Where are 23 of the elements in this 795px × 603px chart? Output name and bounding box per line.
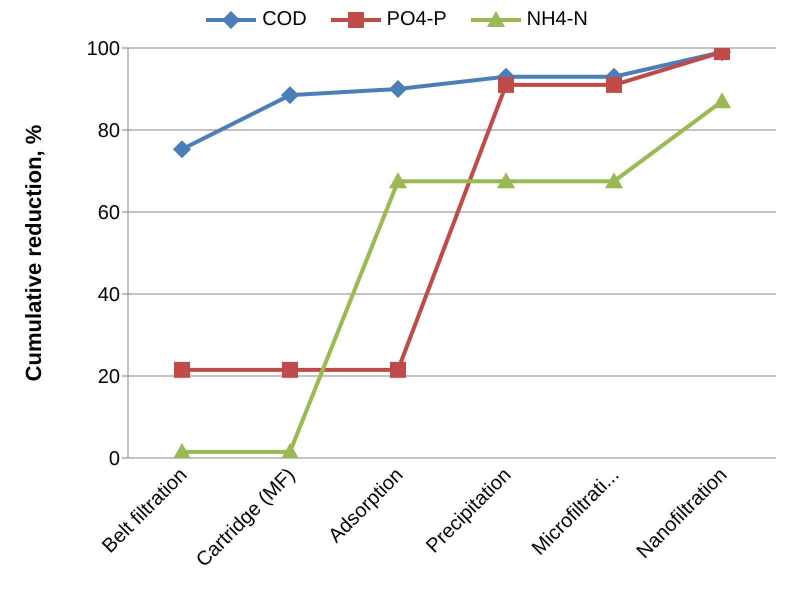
- legend-label: COD: [261, 8, 307, 31]
- legend-label: NH4-N: [526, 8, 588, 31]
- point: [390, 362, 406, 378]
- point: [173, 442, 191, 458]
- point: [174, 362, 190, 378]
- point: [281, 86, 299, 104]
- y-tick-label: 100: [86, 38, 120, 60]
- point: [606, 76, 622, 93]
- y-tick-label: 60: [98, 202, 120, 224]
- y-axis-title: Cumulative reduction, %: [20, 124, 46, 382]
- y-tick-label: 0: [108, 448, 120, 470]
- y-tick-label: 80: [98, 120, 120, 142]
- legend-label: PO4-P: [386, 8, 447, 31]
- point: [282, 362, 298, 378]
- point: [605, 172, 623, 188]
- point: [497, 172, 515, 188]
- y-tick-label: 40: [98, 284, 120, 306]
- point: [389, 172, 407, 188]
- point: [281, 442, 299, 458]
- point: [389, 80, 407, 98]
- point: [173, 140, 191, 158]
- y-tick-label: 20: [98, 366, 120, 388]
- point: [498, 76, 514, 93]
